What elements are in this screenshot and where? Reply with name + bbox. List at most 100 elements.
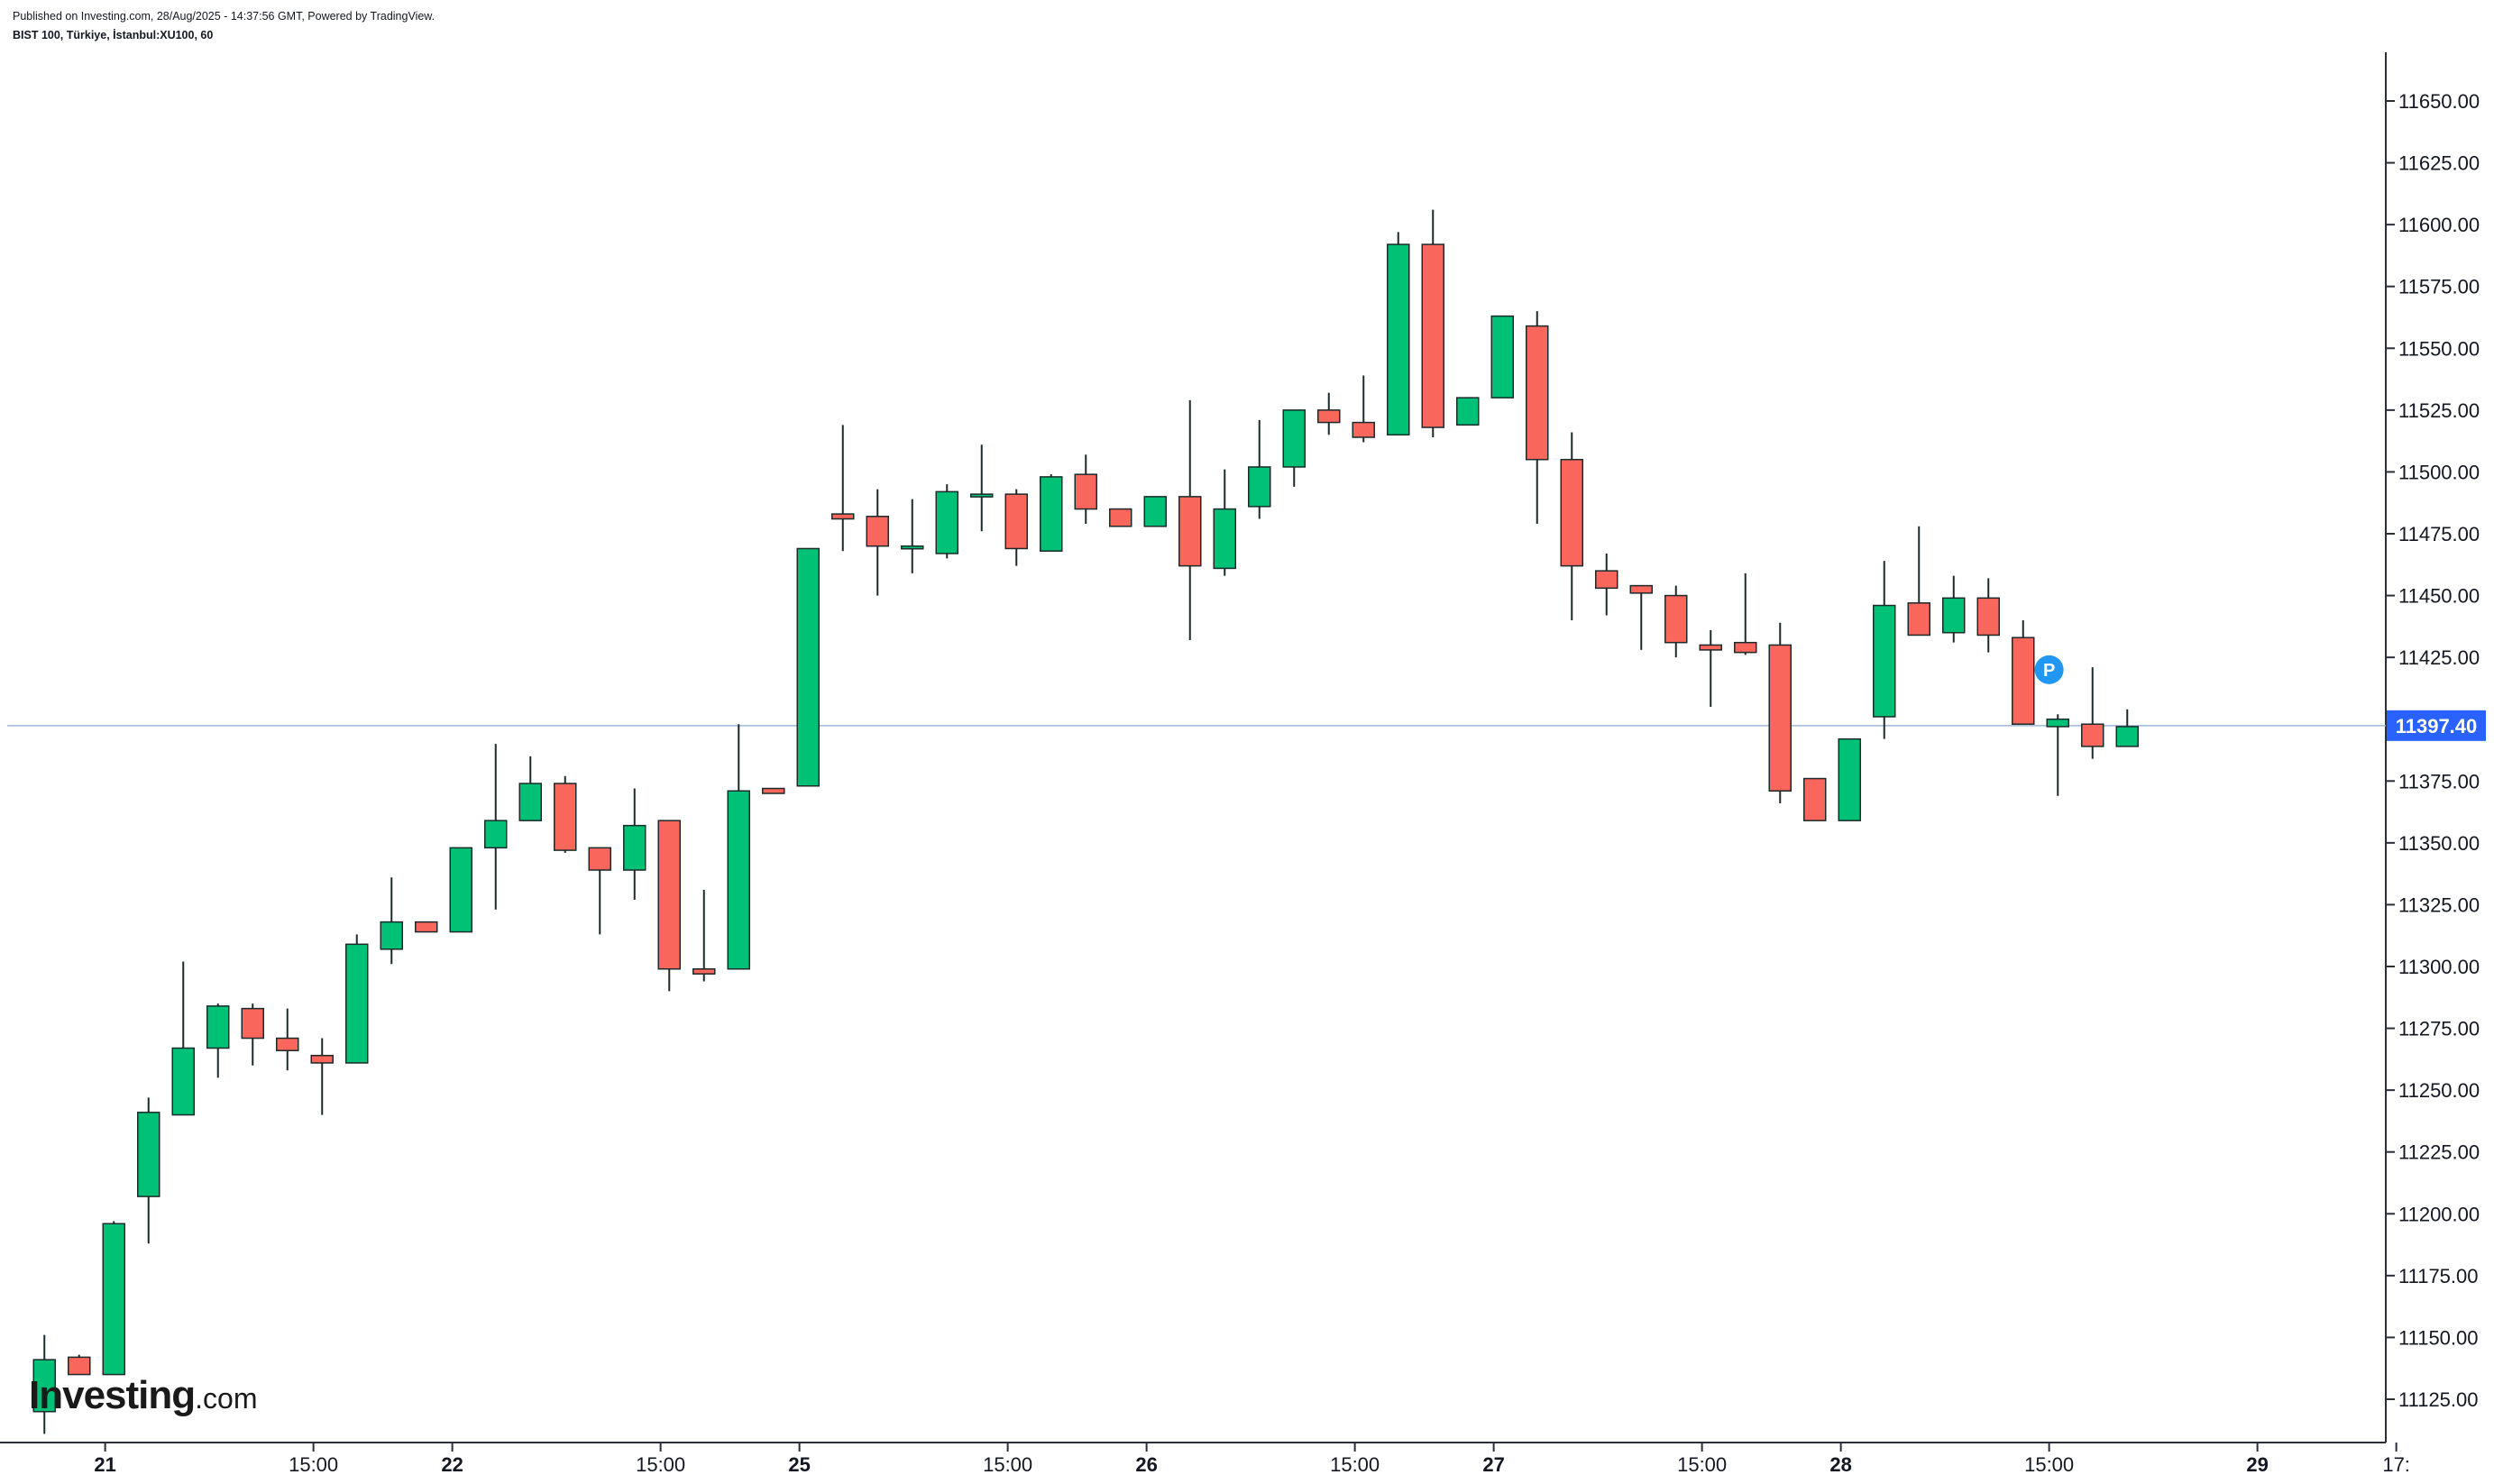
candle-body <box>831 513 855 520</box>
candle-body <box>1526 325 1549 461</box>
y-tick-label: 11525.00 <box>2398 399 2480 422</box>
candle-body <box>171 1047 195 1116</box>
candle-body <box>102 1223 125 1376</box>
logo-tld: .com <box>195 1382 258 1415</box>
candle-body <box>449 847 472 933</box>
candle-body <box>206 1005 230 1049</box>
candle-body <box>310 1054 334 1064</box>
candle-body <box>1838 737 1861 821</box>
x-tick-label: 17: <box>2382 1453 2410 1476</box>
published-caption: Published on Investing.com, 28/Aug/2025 … <box>13 10 436 23</box>
candle-body <box>623 824 646 871</box>
x-tick-label: 29 <box>2246 1453 2268 1476</box>
last-price-label: 11397.40 <box>2396 715 2478 737</box>
y-tick-label: 11450.00 <box>2398 585 2480 608</box>
y-tick-label: 11500.00 <box>2398 461 2480 483</box>
candle-body <box>1699 644 1722 651</box>
candle-body <box>1213 508 1236 570</box>
logo-brand: Investing <box>29 1373 196 1417</box>
y-tick-label: 11550.00 <box>2398 337 2480 360</box>
candle-body <box>137 1112 160 1197</box>
x-tick-label: 15:00 <box>1330 1453 1380 1476</box>
candle-body <box>2081 723 2104 747</box>
candle-body <box>2046 718 2069 728</box>
x-tick-label: 22 <box>441 1453 463 1476</box>
candle-body <box>1317 409 1341 424</box>
y-tick-label: 11650.00 <box>2398 90 2480 113</box>
y-tick-label: 11475.00 <box>2398 523 2480 545</box>
candle-body <box>1873 604 1896 718</box>
candle-body <box>1004 493 1028 550</box>
x-tick-label: 15:00 <box>983 1453 1032 1476</box>
y-tick-label: 11225.00 <box>2398 1141 2480 1164</box>
candle-body <box>1907 602 1930 637</box>
candle-body <box>1664 594 1688 644</box>
candle-body <box>935 490 958 554</box>
candle-body <box>345 943 369 1064</box>
marker-label: P <box>2043 661 2055 681</box>
y-tick-label: 11300.00 <box>2398 956 2480 978</box>
candle-body <box>901 545 924 550</box>
candle-body <box>1942 597 1966 634</box>
y-tick-label: 11250.00 <box>2398 1079 2480 1102</box>
y-tick-label: 11425.00 <box>2398 646 2480 669</box>
y-tick-label: 11350.00 <box>2398 832 2480 855</box>
y-tick-label: 11125.00 <box>2398 1388 2479 1411</box>
candle-body <box>1629 584 1653 594</box>
y-tick-label: 11275.00 <box>2398 1018 2480 1040</box>
candle-body <box>796 547 820 787</box>
candle-body <box>415 921 438 933</box>
y-tick-label: 11375.00 <box>2398 770 2480 792</box>
x-tick-label: 15:00 <box>1677 1453 1727 1476</box>
candle-body <box>1456 397 1480 426</box>
candle-body <box>588 847 611 871</box>
candle-body <box>484 820 508 849</box>
candle-body <box>32 1359 56 1413</box>
y-tick-label: 11200.00 <box>2398 1203 2480 1225</box>
candle-body <box>727 790 750 970</box>
candle-body <box>2115 726 2139 747</box>
y-tick-label: 11325.00 <box>2398 893 2480 916</box>
x-tick-label: 15:00 <box>289 1453 338 1476</box>
candle-body <box>1143 496 1167 527</box>
candle-body <box>276 1037 299 1052</box>
candle-body <box>1074 473 1097 510</box>
candle-body <box>866 516 889 547</box>
chart-header: Published on Investing.com, 28/Aug/2025 … <box>13 7 435 45</box>
candle-body <box>1040 476 1063 552</box>
x-tick-label: 27 <box>1482 1453 1504 1476</box>
candle-body <box>1560 458 1583 567</box>
candle-body <box>692 967 716 975</box>
x-tick-label: 25 <box>788 1453 810 1476</box>
y-tick-label: 11600.00 <box>2398 214 2480 236</box>
candle-body <box>657 820 681 970</box>
symbol-caption: BIST 100, Türkiye, İstanbul:XU100, 60 <box>13 29 214 41</box>
candle-body <box>380 921 403 950</box>
y-tick-label: 11625.00 <box>2398 152 2480 175</box>
last-price-box <box>2387 710 2486 741</box>
candle-body <box>1352 421 1375 438</box>
x-tick-label: 26 <box>1135 1453 1157 1476</box>
y-tick-label: 11175.00 <box>2398 1265 2479 1287</box>
candle-body <box>554 783 577 851</box>
candle-body <box>970 493 994 498</box>
candle-body <box>241 1007 264 1040</box>
candle-body <box>1734 641 1757 654</box>
candle-body <box>1490 315 1514 398</box>
candle-body <box>1595 570 1618 590</box>
y-tick-label: 11150.00 <box>2398 1326 2479 1349</box>
x-tick-label: 15:00 <box>636 1453 685 1476</box>
candle-body <box>518 783 542 821</box>
candle-body <box>1387 243 1410 436</box>
candle-body <box>68 1356 91 1376</box>
candle-body <box>1768 644 1792 792</box>
x-tick-label: 28 <box>1829 1453 1851 1476</box>
marker-circle <box>2034 655 2064 684</box>
candle-body <box>1976 597 2000 637</box>
x-tick-label: 21 <box>94 1453 115 1476</box>
x-tick-label: 15:00 <box>2024 1453 2074 1476</box>
candle-body <box>2012 637 2035 725</box>
candle-body <box>1282 409 1306 468</box>
y-tick-label: 11575.00 <box>2398 276 2480 298</box>
candle-body <box>762 787 785 794</box>
